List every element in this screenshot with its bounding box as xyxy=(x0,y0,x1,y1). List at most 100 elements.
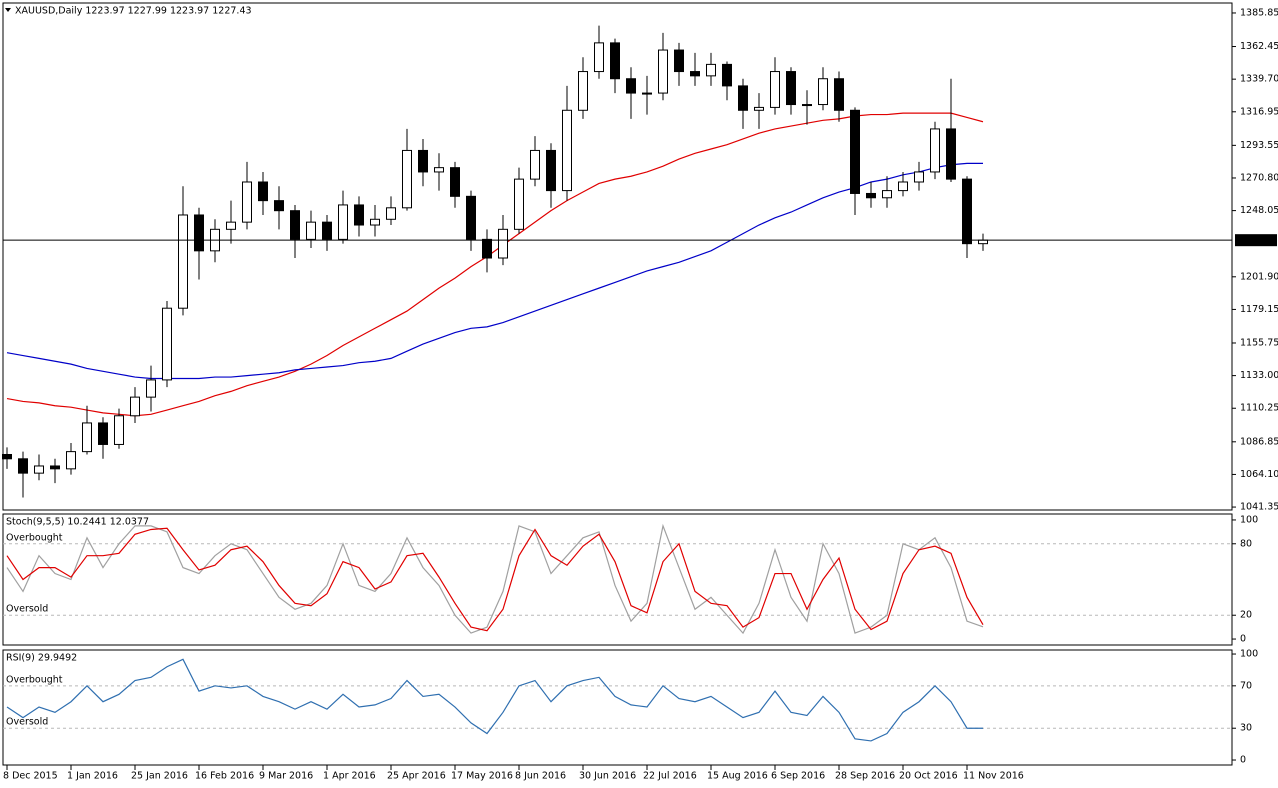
candle-body xyxy=(882,190,892,199)
level-label: Overbought xyxy=(6,674,63,685)
y-tick-label: 1064.10 xyxy=(1240,469,1278,480)
y-tick-label: 0 xyxy=(1240,634,1246,645)
candle-body xyxy=(98,422,108,445)
candle-body xyxy=(594,42,604,73)
candle-body xyxy=(930,128,940,173)
candle-body xyxy=(274,200,284,212)
candle-body xyxy=(754,106,764,111)
candle-body xyxy=(658,49,668,94)
x-tick-label: 22 Jul 2016 xyxy=(643,771,697,782)
candle-body xyxy=(514,178,524,230)
candle-body xyxy=(402,149,412,209)
y-tick-label: 1086.85 xyxy=(1240,436,1278,447)
moving-average xyxy=(6,112,984,417)
x-tick-label: 9 Mar 2016 xyxy=(259,771,313,782)
price-tag-label: 1227.43 xyxy=(1238,235,1277,246)
x-tick-label: 8 Jun 2016 xyxy=(515,771,566,782)
candle-body xyxy=(450,167,460,197)
candle-body xyxy=(2,453,12,460)
y-tick-label: 0 xyxy=(1240,755,1246,766)
y-tick-label: 70 xyxy=(1240,680,1252,691)
candle-body xyxy=(34,465,44,474)
candle-body xyxy=(306,221,316,240)
candle-body xyxy=(898,181,908,192)
panel-frame xyxy=(2,513,1233,646)
y-tick-label: 1270.80 xyxy=(1240,172,1278,183)
candle-body xyxy=(978,239,988,245)
candle-body xyxy=(418,149,428,173)
candle-body xyxy=(226,221,236,230)
x-tick-label: 6 Sep 2016 xyxy=(771,771,825,782)
candle-body xyxy=(242,181,252,223)
candle-body xyxy=(722,63,732,87)
y-tick-label: 1041.35 xyxy=(1240,502,1278,513)
candle-body xyxy=(258,181,268,202)
candle-body xyxy=(434,167,444,173)
panel-frame xyxy=(2,2,1233,511)
panel-frame xyxy=(2,649,1233,766)
candle-body xyxy=(914,171,924,183)
y-tick-label: 1110.25 xyxy=(1240,403,1278,414)
candle-body xyxy=(498,228,508,259)
y-tick-label: 100 xyxy=(1240,649,1258,660)
y-tick-label: 1201.90 xyxy=(1240,271,1278,282)
y-tick-label: 1316.95 xyxy=(1240,106,1278,117)
candle-body xyxy=(626,78,636,94)
candle-body xyxy=(82,422,92,453)
y-tick-label: 80 xyxy=(1240,538,1252,549)
candle-body xyxy=(114,415,124,445)
y-tick-label: 1293.55 xyxy=(1240,140,1278,151)
candle-body xyxy=(546,149,556,192)
y-tick-label: 100 xyxy=(1240,514,1258,525)
candle-body xyxy=(834,78,844,111)
candle-body xyxy=(130,396,140,417)
x-tick-label: 17 May 2016 xyxy=(451,771,513,782)
candle-body xyxy=(338,204,348,240)
candle-body xyxy=(802,104,812,107)
candle-body xyxy=(370,218,380,226)
indicator-line xyxy=(6,658,984,742)
x-tick-label: 1 Jan 2016 xyxy=(67,771,118,782)
y-tick-label: 1362.45 xyxy=(1240,41,1278,52)
x-tick-label: 28 Sep 2016 xyxy=(835,771,895,782)
candle-body xyxy=(386,207,396,220)
candle-body xyxy=(770,71,780,108)
candle-body xyxy=(610,42,620,80)
chart-title: XAUUSD,Daily 1223.97 1227.99 1223.97 122… xyxy=(15,6,252,17)
candle-body xyxy=(706,63,716,77)
candle-body xyxy=(146,379,156,398)
candle-body xyxy=(354,204,364,226)
candle-body xyxy=(578,71,588,111)
price-tag xyxy=(1235,234,1277,247)
y-tick-label: 1133.00 xyxy=(1240,370,1278,381)
x-tick-label: 30 Jun 2016 xyxy=(579,771,636,782)
candle-body xyxy=(530,149,540,180)
y-tick-label: 1155.75 xyxy=(1240,337,1278,348)
candle-body xyxy=(962,178,972,245)
level-label: Oversold xyxy=(6,604,48,615)
candle-body xyxy=(674,49,684,73)
candle-body xyxy=(738,85,748,111)
y-tick-label: 1385.85 xyxy=(1240,7,1278,18)
candle-body xyxy=(322,221,332,240)
y-tick-label: 1339.70 xyxy=(1240,74,1278,85)
panel-title: RSI(9) 29.9492 xyxy=(6,653,77,664)
menu-arrow[interactable] xyxy=(5,8,11,12)
candle-body xyxy=(786,71,796,106)
x-tick-label: 25 Apr 2016 xyxy=(387,771,446,782)
candle-body xyxy=(290,210,300,240)
candle-body xyxy=(162,307,172,381)
candle-body xyxy=(562,109,572,192)
candle-body xyxy=(850,109,860,194)
candle-body xyxy=(66,451,76,470)
candle-body xyxy=(482,238,492,259)
y-tick-label: 20 xyxy=(1240,610,1252,621)
x-tick-label: 15 Aug 2016 xyxy=(707,771,768,782)
x-tick-label: 16 Feb 2016 xyxy=(195,771,254,782)
x-tick-label: 20 Oct 2016 xyxy=(899,771,958,782)
y-tick-label: 1179.15 xyxy=(1240,304,1278,315)
candle-body xyxy=(466,195,476,240)
indicator-line xyxy=(6,523,984,635)
candle-body xyxy=(946,128,956,180)
